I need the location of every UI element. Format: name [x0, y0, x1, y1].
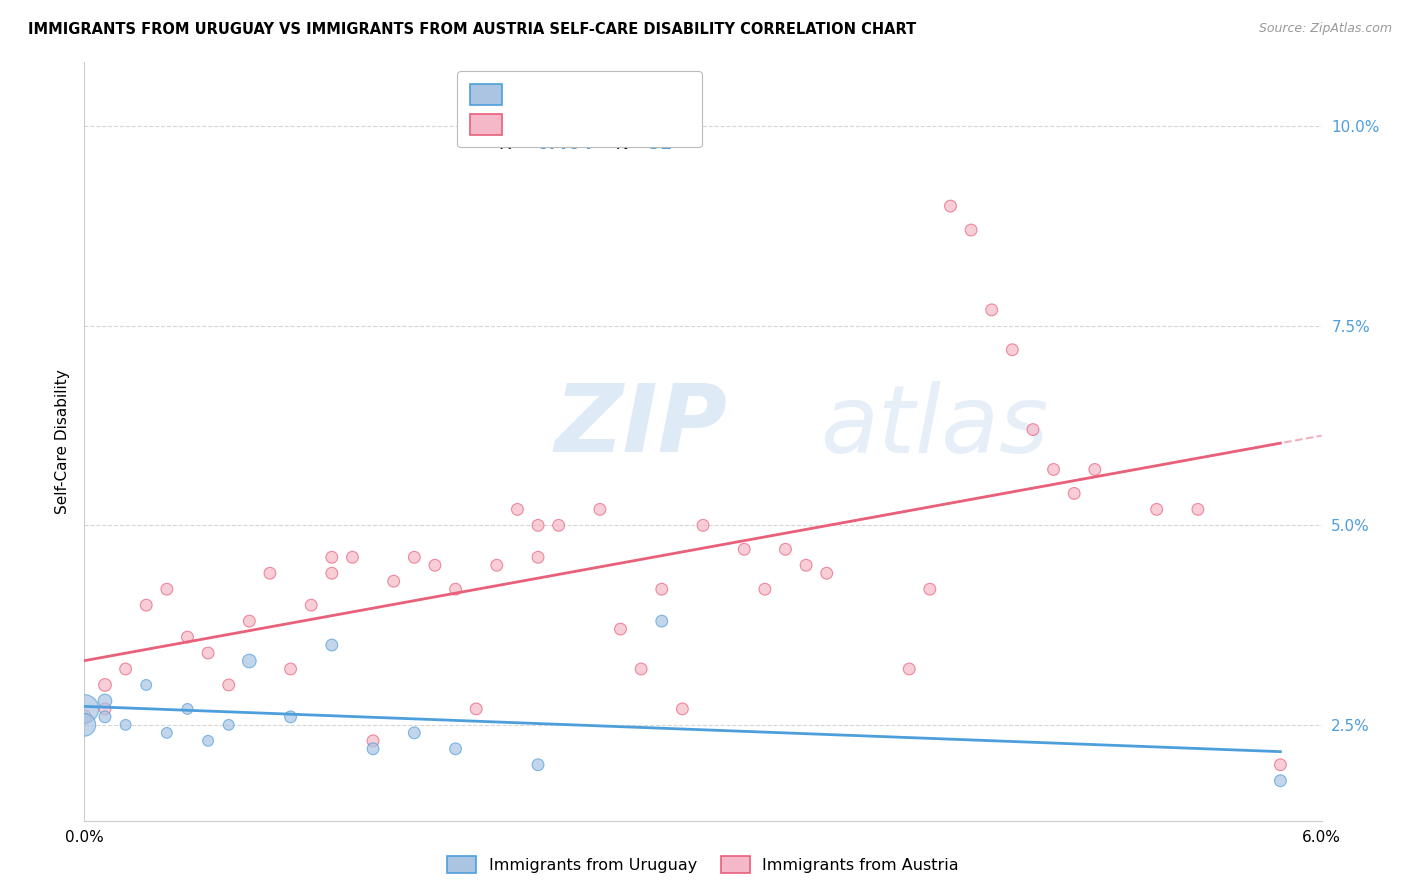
Point	[1022, 423, 1045, 437]
Point	[197, 734, 219, 748]
Point	[342, 550, 364, 565]
Y-axis label: Self-Care Disability: Self-Care Disability	[55, 369, 70, 514]
Point	[733, 542, 755, 557]
Legend:                               ,                               : ,	[457, 71, 702, 147]
Point	[299, 598, 322, 612]
Point	[382, 574, 405, 589]
Point	[754, 582, 776, 597]
Point	[651, 582, 673, 597]
Point	[218, 718, 240, 732]
Point	[135, 598, 157, 612]
Point	[794, 558, 817, 573]
Point	[630, 662, 652, 676]
Point	[1042, 462, 1064, 476]
Point	[94, 710, 117, 724]
Point	[197, 646, 219, 660]
Point	[775, 542, 797, 557]
Point	[692, 518, 714, 533]
Point	[1270, 773, 1292, 788]
Point	[1187, 502, 1209, 516]
Point	[176, 630, 198, 644]
Point	[238, 614, 260, 628]
Point	[1001, 343, 1024, 357]
Point	[238, 654, 260, 668]
Point	[485, 558, 508, 573]
Point	[980, 302, 1002, 317]
Point	[423, 558, 446, 573]
Point	[73, 718, 96, 732]
Point	[321, 566, 343, 581]
Text: atlas: atlas	[821, 381, 1049, 472]
Point	[506, 502, 529, 516]
Legend: Immigrants from Uruguay, Immigrants from Austria: Immigrants from Uruguay, Immigrants from…	[440, 849, 966, 880]
Point	[651, 614, 673, 628]
Point	[361, 741, 384, 756]
Point	[114, 718, 136, 732]
Point	[156, 726, 179, 740]
Point	[527, 757, 550, 772]
Point	[156, 582, 179, 597]
Point	[94, 702, 117, 716]
Point	[609, 622, 631, 636]
Point	[404, 726, 426, 740]
Point	[465, 702, 488, 716]
Text: R =: R =	[499, 87, 538, 105]
Point	[898, 662, 921, 676]
Text: R =: R =	[499, 135, 538, 153]
Text: 51: 51	[647, 135, 672, 153]
Text: N =: N =	[605, 87, 655, 105]
Point	[1084, 462, 1107, 476]
Point	[444, 582, 467, 597]
Text: 0.404: 0.404	[536, 135, 593, 153]
Text: Source: ZipAtlas.com: Source: ZipAtlas.com	[1258, 22, 1392, 36]
Point	[135, 678, 157, 692]
Point	[815, 566, 838, 581]
Point	[671, 702, 693, 716]
Point	[259, 566, 281, 581]
Point	[939, 199, 962, 213]
Text: 15: 15	[647, 87, 672, 105]
Point	[176, 702, 198, 716]
Point	[1270, 757, 1292, 772]
Point	[547, 518, 569, 533]
Point	[280, 662, 302, 676]
Point	[444, 741, 467, 756]
Point	[918, 582, 941, 597]
Point	[73, 702, 96, 716]
Point	[280, 710, 302, 724]
Point	[321, 638, 343, 652]
Point	[1063, 486, 1085, 500]
Point	[73, 710, 96, 724]
Text: ZIP: ZIP	[554, 380, 727, 473]
Point	[960, 223, 983, 237]
Point	[218, 678, 240, 692]
Point	[94, 694, 117, 708]
Point	[94, 678, 117, 692]
Point	[589, 502, 612, 516]
Point	[404, 550, 426, 565]
Point	[114, 662, 136, 676]
Text: N =: N =	[605, 135, 655, 153]
Point	[361, 734, 384, 748]
Point	[321, 550, 343, 565]
Text: IMMIGRANTS FROM URUGUAY VS IMMIGRANTS FROM AUSTRIA SELF-CARE DISABILITY CORRELAT: IMMIGRANTS FROM URUGUAY VS IMMIGRANTS FR…	[28, 22, 917, 37]
Text: -0.321: -0.321	[536, 87, 600, 105]
Point	[527, 518, 550, 533]
Point	[1146, 502, 1168, 516]
Point	[527, 550, 550, 565]
